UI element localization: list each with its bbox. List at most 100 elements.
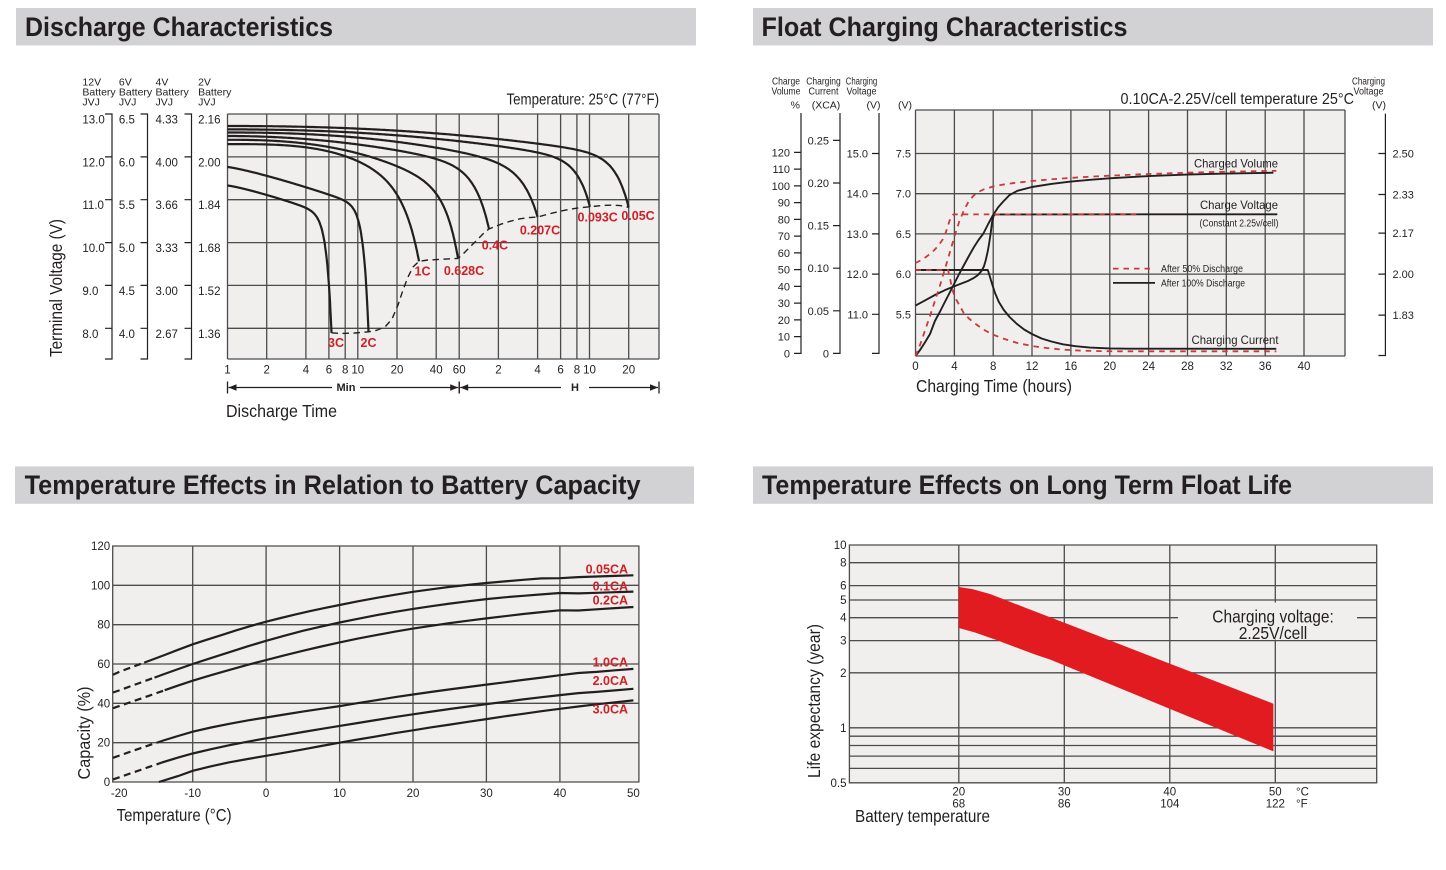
svg-text:5.0: 5.0 [119,243,135,255]
svg-text:1.83: 1.83 [1393,310,1414,322]
svg-text:0.10: 0.10 [808,263,829,275]
svg-text:Temperature Effects on Long Te: Temperature Effects on Long Term Float L… [762,470,1292,500]
svg-text:0.093C: 0.093C [578,210,618,224]
svg-text:JVJ: JVJ [156,97,174,109]
svg-text:120: 120 [772,147,790,159]
svg-text:0.15: 0.15 [808,221,829,233]
svg-text:12.0: 12.0 [82,157,104,169]
svg-text:-10: -10 [184,788,201,800]
svg-text:20: 20 [407,788,420,800]
svg-text:30: 30 [778,298,790,310]
svg-text:0: 0 [823,348,829,360]
svg-text:2.25V/cell: 2.25V/cell [1239,623,1308,643]
svg-text:2C: 2C [361,336,377,350]
svg-text:110: 110 [772,164,790,176]
svg-text:3C: 3C [328,336,344,350]
svg-text:(V): (V) [898,100,912,112]
svg-text:0.207C: 0.207C [520,224,560,238]
svg-text:Life expectancy (year): Life expectancy (year) [804,624,824,778]
svg-text:50: 50 [1269,787,1282,799]
svg-text:12: 12 [1026,361,1039,373]
svg-text:9.0: 9.0 [82,286,98,298]
svg-text:8: 8 [342,365,348,377]
svg-text:Voltage: Voltage [847,87,877,98]
svg-text:Discharge Characteristics: Discharge Characteristics [25,12,333,42]
svg-text:10: 10 [834,540,847,552]
svg-text:11.0: 11.0 [82,200,104,212]
svg-text:32: 32 [1220,361,1233,373]
svg-text:50: 50 [627,788,640,800]
svg-text:8: 8 [574,365,580,377]
svg-text:2: 2 [840,668,846,680]
svg-text:8.0: 8.0 [82,329,98,341]
svg-text:68: 68 [952,799,965,811]
svg-text:Terminal Voltage (V): Terminal Voltage (V) [46,219,66,357]
svg-text:(V): (V) [1372,100,1386,112]
svg-text:6.0: 6.0 [896,269,911,281]
svg-text:2.00: 2.00 [1393,269,1414,281]
svg-text:8: 8 [840,558,846,570]
svg-text:0.25: 0.25 [808,135,829,147]
svg-text:0: 0 [784,348,790,360]
svg-text:4V: 4V [156,77,169,89]
svg-text:Capacity (%): Capacity (%) [74,687,94,780]
svg-text:10: 10 [351,365,364,377]
svg-text:86: 86 [1058,799,1071,811]
svg-text:3.00: 3.00 [156,286,178,298]
svg-text:10: 10 [778,332,790,344]
svg-text:50: 50 [778,265,790,277]
svg-text:1: 1 [224,365,230,377]
svg-text:Battery: Battery [119,87,153,99]
svg-text:4: 4 [840,613,847,625]
svg-text:122: 122 [1266,799,1285,811]
svg-text:0.05: 0.05 [808,306,829,318]
svg-text:Charging voltage:: Charging voltage: [1212,606,1334,626]
svg-text:7.5: 7.5 [896,149,911,161]
svg-text:0.628C: 0.628C [444,264,484,278]
svg-text:20: 20 [622,365,635,377]
svg-text:4: 4 [951,361,958,373]
svg-text:Charge: Charge [772,77,800,88]
svg-text:Current: Current [809,87,839,98]
svg-text:Charging Current: Charging Current [1192,333,1280,347]
svg-text:104: 104 [1160,799,1180,811]
svg-text:Battery temperature: Battery temperature [855,806,990,826]
svg-text:60: 60 [97,659,110,671]
svg-text:13.0: 13.0 [82,115,104,127]
svg-text:1: 1 [840,723,846,735]
svg-text:20: 20 [97,738,110,750]
svg-text:12.0: 12.0 [847,269,868,281]
svg-text:13.0: 13.0 [847,229,868,241]
svg-text:JVJ: JVJ [119,97,137,109]
svg-text:Temperature Effects in Relatio: Temperature Effects in Relation to Batte… [25,470,641,500]
svg-text:40: 40 [1163,787,1176,799]
svg-text:4.0: 4.0 [119,329,135,341]
svg-text:0.05C: 0.05C [621,209,654,223]
svg-text:(Constant 2.25v/cell): (Constant 2.25v/cell) [1200,219,1279,230]
svg-text:6V: 6V [119,77,132,89]
svg-text:4.33: 4.33 [156,115,178,127]
svg-text:2V: 2V [198,77,211,89]
svg-text:Volume: Volume [772,87,801,98]
svg-text:2.17: 2.17 [1393,228,1414,240]
svg-text:%: % [791,100,800,112]
svg-text:0.20: 0.20 [808,178,829,190]
svg-text:6.5: 6.5 [119,115,135,127]
svg-text:0: 0 [263,788,269,800]
svg-text:Temperature: 25°C (77°F): Temperature: 25°C (77°F) [507,92,660,109]
svg-text:10.0: 10.0 [82,243,104,255]
svg-text:°F: °F [1296,799,1308,811]
svg-text:0.2CA: 0.2CA [593,594,628,608]
svg-text:100: 100 [772,181,790,193]
svg-text:1.36: 1.36 [198,329,220,341]
svg-text:40: 40 [97,698,110,710]
svg-text:12V: 12V [82,77,101,89]
svg-text:11.0: 11.0 [847,309,868,321]
svg-text:°C: °C [1296,787,1309,799]
svg-text:5.5: 5.5 [896,309,911,321]
svg-text:JVJ: JVJ [198,97,216,109]
svg-text:28: 28 [1181,361,1194,373]
svg-text:1.52: 1.52 [198,286,220,298]
svg-text:Discharge Time: Discharge Time [226,401,337,421]
svg-text:10: 10 [333,788,346,800]
